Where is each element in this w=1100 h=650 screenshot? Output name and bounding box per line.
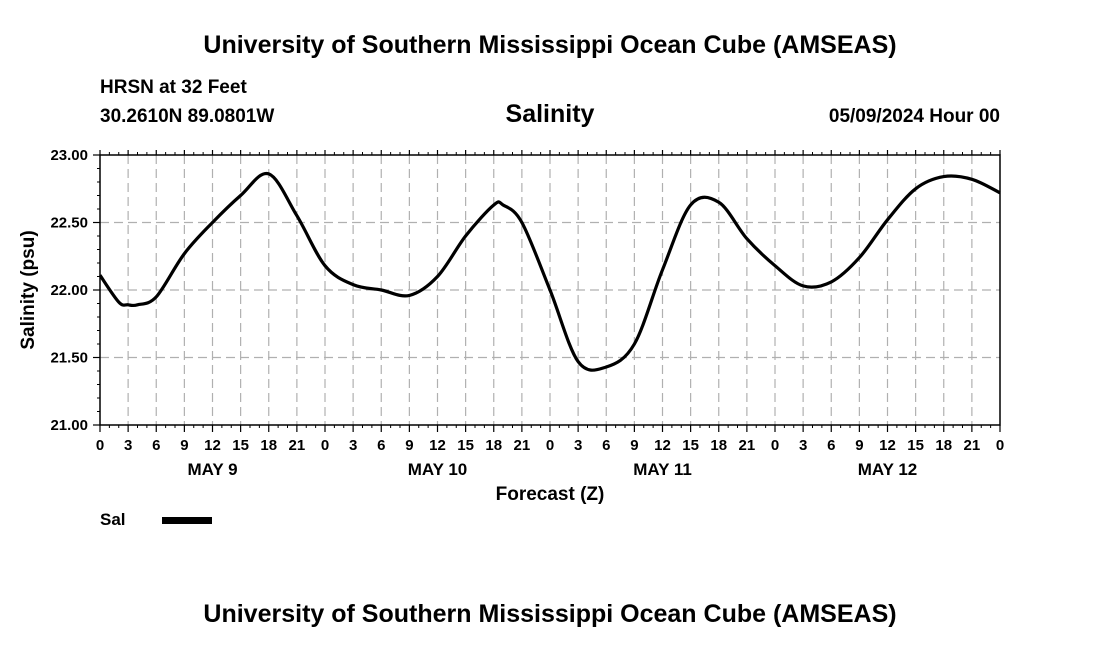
page-title: University of Southern Mississippi Ocean… — [203, 31, 897, 59]
series-line-sal — [98, 171, 1001, 372]
y-tick-label: 22.50 — [50, 215, 88, 232]
x-tick-label: 12 — [879, 437, 896, 454]
x-tick-label: 21 — [964, 437, 981, 454]
x-tick-label: 12 — [429, 437, 446, 454]
x-tick-label: 15 — [457, 437, 474, 454]
x-tick-label: 12 — [204, 437, 221, 454]
x-tick-label: 0 — [546, 437, 554, 454]
x-tick-label: 9 — [630, 437, 638, 454]
y-tick-label: 22.00 — [50, 282, 88, 299]
day-label: MAY 12 — [858, 460, 918, 479]
x-tick-label: 18 — [485, 437, 502, 454]
plot-frame — [99, 154, 1001, 426]
y-tick-label: 21.50 — [50, 350, 88, 367]
day-label: MAY 9 — [187, 460, 237, 479]
x-tick-label: 18 — [260, 437, 277, 454]
chart-title: Salinity — [505, 100, 595, 128]
x-tick-label: 18 — [710, 437, 727, 454]
x-tick-label: 18 — [935, 437, 952, 454]
x-tick-label: 6 — [602, 437, 610, 454]
x-tick-label: 6 — [827, 437, 835, 454]
day-label: MAY 11 — [633, 460, 692, 479]
x-tick-label: 15 — [232, 437, 249, 454]
y-tick-label: 23.00 — [50, 147, 88, 164]
salinity-chart: 0 3 6 9 12 15 18 21 0 3 6 9 12 15 18 21 0 3 6 9 12 15 18 21 0 3 6 9… — [18, 147, 1004, 505]
x-tick-label: 9 — [855, 437, 863, 454]
x-axis-label: Forecast (Z) — [496, 484, 605, 505]
x-tick-label: 0 — [771, 437, 779, 454]
x-tick-label: 21 — [739, 437, 756, 454]
x-tick-label: 3 — [124, 437, 132, 454]
x-tick-label: 9 — [180, 437, 188, 454]
footer-title: University of Southern Mississippi Ocean… — [203, 600, 897, 628]
x-tick-label: 3 — [799, 437, 807, 454]
station-label: HRSN at 32 Feet — [100, 77, 247, 98]
x-tick-label: 6 — [377, 437, 385, 454]
x-tick-label: 12 — [654, 437, 671, 454]
x-tick-label: 3 — [574, 437, 582, 454]
x-tick-label: 3 — [349, 437, 357, 454]
x-tick-label: 0 — [96, 437, 104, 454]
x-tick-label: 0 — [996, 437, 1004, 454]
forecast-datetime: 05/09/2024 Hour 00 — [828, 106, 1000, 127]
station-coordinates: 30.2610N 89.0801W — [100, 106, 275, 127]
x-tick-label: 0 — [321, 437, 329, 454]
x-tick-label: 15 — [907, 437, 924, 454]
x-tick-label: 21 — [289, 437, 306, 454]
legend-swatch — [162, 517, 212, 524]
y-axis-label: Salinity (psu) — [18, 230, 39, 349]
x-tick-label: 9 — [405, 437, 413, 454]
legend-label: Sal — [100, 510, 126, 529]
x-tick-label: 21 — [514, 437, 531, 454]
y-tick-label: 21.00 — [50, 417, 88, 434]
x-tick-label: 6 — [152, 437, 160, 454]
x-tick-label: 15 — [682, 437, 699, 454]
day-label: MAY 10 — [408, 460, 468, 479]
